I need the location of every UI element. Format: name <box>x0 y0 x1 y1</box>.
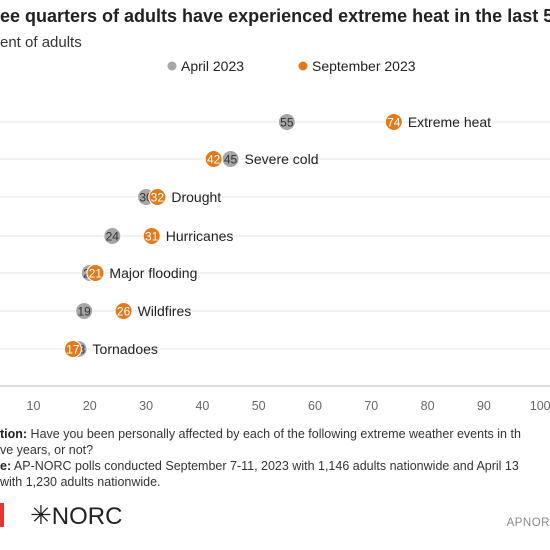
category-label: Tornadoes <box>93 341 158 357</box>
x-tick-label: 60 <box>308 399 322 413</box>
question-label: tion: <box>0 427 28 441</box>
category-label: Hurricanes <box>166 228 234 244</box>
source-label: e: <box>0 459 12 473</box>
logo-text: NORC <box>51 503 123 530</box>
x-tick-label: 80 <box>421 399 435 413</box>
category-label: Drought <box>171 189 221 205</box>
asterisk-icon: ✳ <box>30 500 52 530</box>
chart-title: ee quarters of adults have experienced e… <box>0 6 550 26</box>
question-text-cont: ve years, or not? <box>0 443 94 457</box>
september-4-value-label: 21 <box>89 267 103 281</box>
ap-logo-fragment <box>0 503 4 527</box>
september-2-dot <box>148 188 167 206</box>
september-3-value-label: 31 <box>145 230 159 244</box>
april-1-value-label: 45 <box>224 153 238 167</box>
april-5-dot <box>75 302 94 320</box>
category-label: Major flooding <box>109 265 197 281</box>
x-tick-label: 70 <box>364 399 378 413</box>
x-tick-label: 40 <box>195 399 209 413</box>
question-text: Have you been personally affected by eac… <box>27 427 521 441</box>
source-text-cont: with 1,230 adults nationwide. <box>0 475 161 489</box>
legend-label-april: April 2023 <box>181 58 244 74</box>
april-3-value-label: 24 <box>106 230 120 244</box>
september-2-value-label: 32 <box>151 191 165 205</box>
source-text: AP-NORC polls conducted September 7-11, … <box>11 459 519 473</box>
september-6-dot <box>63 340 82 358</box>
legend-marker-april <box>167 61 177 71</box>
september-0-value-label: 74 <box>387 116 401 130</box>
x-tick-label: 30 <box>139 399 153 413</box>
september-3-dot <box>142 227 161 245</box>
september-6-value-label: 17 <box>66 343 80 357</box>
legend-marker-september <box>298 61 308 71</box>
september-4-dot <box>86 264 105 282</box>
norc-logo: ✳NORC <box>30 500 122 531</box>
category-label: Severe cold <box>245 151 319 167</box>
april-3-dot <box>103 227 122 245</box>
september-1-dot <box>204 150 223 168</box>
september-1-value-label: 42 <box>207 153 221 167</box>
april-5-value-label: 19 <box>77 305 91 319</box>
chart-notes: tion: Have you been personally affected … <box>0 426 550 490</box>
september-5-value-label: 26 <box>117 305 131 319</box>
chart-subtitle: ent of adults <box>0 34 82 51</box>
x-tick-label: 90 <box>477 399 491 413</box>
category-label: Wildfires <box>138 303 192 319</box>
x-tick-label: 50 <box>252 399 266 413</box>
footer-credit: APNOR <box>506 517 550 529</box>
x-tick-label: 10 <box>27 399 41 413</box>
x-tick-label: 100 <box>530 399 550 413</box>
april-0-value-label: 55 <box>280 116 294 130</box>
september-5-dot <box>114 302 133 320</box>
x-tick-label: 20 <box>83 399 97 413</box>
september-0-dot <box>384 113 403 131</box>
legend-label-september: September 2023 <box>312 58 416 74</box>
category-label: Extreme heat <box>408 114 491 130</box>
april-0-dot <box>277 113 296 131</box>
dot-plot-chart: April 2023 September 2023 10 20 30 40 50 60 70 80… <box>0 58 550 413</box>
